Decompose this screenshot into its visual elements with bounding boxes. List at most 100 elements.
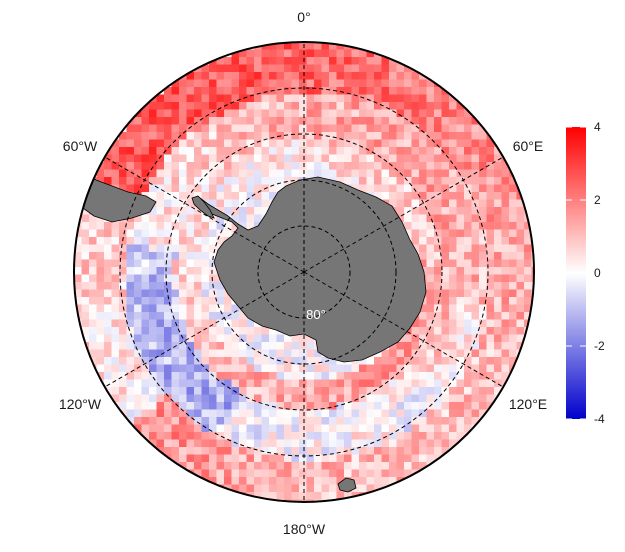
anomaly-cell: [134, 424, 142, 433]
anomaly-cell: [464, 154, 472, 163]
anomaly-cell: [456, 102, 465, 110]
anomaly-cell: [111, 274, 120, 283]
anomaly-cell: [374, 184, 382, 193]
anomaly-cell: [479, 349, 487, 358]
anomaly-cell: [434, 222, 442, 230]
anomaly-cell: [494, 252, 502, 260]
anomaly-cell: [104, 364, 112, 373]
anomaly-cell: [531, 312, 534, 320]
anomaly-cell: [284, 409, 292, 418]
anomaly-cell: [389, 124, 397, 133]
anomaly-cell: [471, 132, 480, 140]
anomaly-cell: [149, 372, 157, 380]
anomaly-cell: [471, 184, 480, 193]
anomaly-cell: [509, 214, 517, 223]
anomaly-cell: [156, 282, 165, 290]
anomaly-cell: [434, 379, 442, 388]
anomaly-cell: [149, 109, 157, 118]
anomaly-cell: [171, 267, 180, 275]
anomaly-cell: [381, 57, 390, 65]
anomaly-cell: [456, 244, 465, 253]
anomaly-cell: [449, 154, 457, 163]
anomaly-cell: [216, 424, 225, 433]
anomaly-cell: [179, 282, 187, 290]
anomaly-cell: [156, 304, 165, 313]
anomaly-cell: [374, 432, 382, 440]
anomaly-cell: [179, 424, 187, 433]
anomaly-cell: [269, 402, 277, 410]
anomaly-cell: [389, 454, 397, 463]
anomaly-cell: [201, 447, 210, 455]
anomaly-cell: [269, 72, 277, 80]
anomaly-cell: [336, 124, 345, 133]
anomaly-cell: [224, 492, 232, 500]
anomaly-cell: [366, 147, 375, 155]
anomaly-cell: [89, 304, 97, 313]
anomaly-cell: [486, 192, 495, 200]
anomaly-cell: [314, 372, 322, 380]
anomaly-cell: [149, 184, 157, 193]
anomaly-cell: [456, 259, 465, 268]
anomaly-cell: [216, 447, 225, 455]
anomaly-cell: [104, 304, 112, 313]
anomaly-cell: [314, 492, 322, 500]
anomaly-cell: [299, 147, 307, 155]
anomaly-cell: [374, 387, 382, 395]
anomaly-cell: [186, 417, 195, 425]
anomaly-cell: [299, 117, 307, 125]
anomaly-cell: [411, 109, 420, 118]
anomaly-cell: [231, 454, 240, 463]
anomaly-cell: [216, 57, 225, 65]
anomaly-cell: [134, 282, 142, 290]
anomaly-cell: [329, 402, 337, 410]
anomaly-cell: [404, 417, 412, 425]
anomaly-cell: [381, 454, 390, 463]
anomaly-cell: [494, 192, 502, 200]
anomaly-cell: [134, 372, 142, 380]
anomaly-cell: [479, 394, 487, 403]
anomaly-cell: [441, 357, 450, 365]
anomaly-cell: [441, 177, 450, 185]
anomaly-cell: [366, 109, 375, 118]
anomaly-cell: [231, 57, 240, 65]
anomaly-cell: [441, 237, 450, 245]
anomaly-cell: [434, 87, 442, 95]
anomaly-cell: [239, 469, 247, 478]
anomaly-cell: [419, 334, 427, 343]
anomaly-cell: [276, 387, 285, 395]
anomaly-cell: [494, 364, 502, 373]
anomaly-cell: [194, 469, 202, 478]
anomaly-cell: [441, 409, 450, 418]
anomaly-cell: [246, 49, 255, 58]
anomaly-cell: [246, 417, 255, 425]
anomaly-cell: [96, 274, 105, 283]
anomaly-cell: [464, 252, 472, 260]
anomaly-cell: [516, 244, 525, 253]
anomaly-cell: [74, 244, 82, 253]
anomaly-cell: [201, 379, 210, 388]
anomaly-cell: [276, 169, 285, 178]
anomaly-cell: [104, 169, 112, 178]
anomaly-cell: [96, 252, 105, 260]
anomaly-cell: [359, 184, 367, 193]
anomaly-cell: [516, 372, 525, 380]
anomaly-cell: [426, 447, 435, 455]
anomaly-cell: [419, 447, 427, 455]
anomaly-cell: [479, 222, 487, 230]
anomaly-cell: [209, 484, 217, 493]
anomaly-cell: [426, 439, 435, 448]
anomaly-cell: [276, 57, 285, 65]
anomaly-cell: [456, 252, 465, 260]
anomaly-cell: [224, 417, 232, 425]
anomaly-cell: [501, 147, 510, 155]
anomaly-cell: [396, 117, 405, 125]
anomaly-cell: [156, 342, 165, 350]
anomaly-cell: [471, 244, 480, 253]
anomaly-cell: [201, 267, 210, 275]
anomaly-cell: [306, 64, 315, 73]
anomaly-cell: [239, 109, 247, 118]
anomaly-cell: [486, 357, 495, 365]
anomaly-cell: [141, 154, 150, 163]
anomaly-cell: [314, 447, 322, 455]
anomaly-cell: [291, 139, 300, 148]
